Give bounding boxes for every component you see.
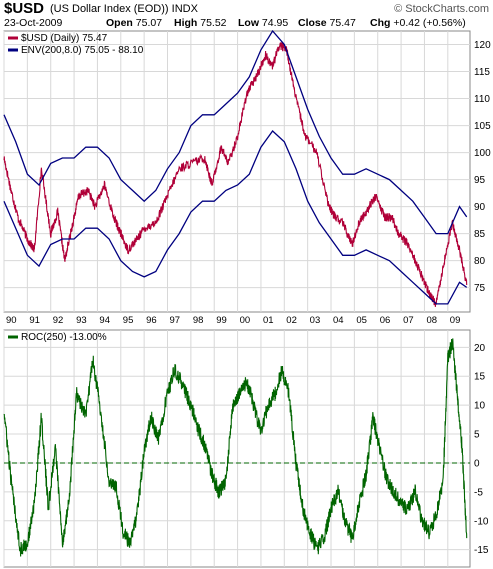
price-y-tick-label: 100	[474, 148, 491, 159]
close-quote: Close 75.47	[298, 17, 356, 29]
change-value: +0.42 (+0.56%)	[393, 17, 466, 29]
open-value: 75.07	[135, 17, 163, 29]
price-plot-frame	[3, 30, 471, 313]
quote-date: 23-Oct-2009	[4, 17, 63, 29]
roc-legend-label: ROC(250) -13.00%	[21, 332, 107, 343]
change-quote: Chg +0.42 (+0.56%)	[370, 17, 466, 29]
price-x-tick-label: 97	[170, 315, 181, 326]
low-value: 74.95	[261, 17, 289, 29]
price-x-tick-label: 05	[356, 315, 367, 326]
price-y-tick-label: 105	[474, 121, 491, 132]
price-series--usd-daily	[3, 42, 468, 307]
price-panel	[3, 30, 471, 313]
price-x-tick-label: 06	[380, 315, 391, 326]
roc-y-tick-label: -5	[474, 487, 483, 498]
price-legend-label: ENV(200,8.0) 75.05 - 88.10	[21, 45, 144, 56]
high-label: High	[174, 17, 198, 29]
roc-y-tick-label: 0	[474, 458, 480, 469]
price-y-tick-label: 120	[474, 40, 491, 51]
price-x-tick-label: 09	[450, 315, 461, 326]
price-x-tick-label: 96	[146, 315, 157, 326]
price-y-tick-label: 95	[474, 175, 486, 186]
open-label: Open	[106, 17, 133, 29]
stockcharts-watermark: © StockCharts.com	[394, 3, 489, 15]
price-x-tick-label: 93	[76, 315, 87, 326]
price-series-env-lower	[3, 130, 468, 305]
close-value: 75.47	[329, 17, 356, 29]
price-y-tick-label: 115	[474, 67, 490, 78]
price-y-tick-label: 90	[474, 202, 486, 213]
roc-y-tick-label: 15	[474, 372, 486, 383]
symbol-label: $USD	[4, 0, 45, 17]
price-x-tick-label: 02	[286, 315, 297, 326]
roc-y-tick-label: 10	[474, 401, 486, 412]
price-x-tick-label: 90	[6, 315, 17, 326]
roc-y-tick-label: 20	[474, 343, 486, 354]
price-y-tick-label: 75	[474, 283, 486, 294]
price-x-tick-label: 92	[53, 315, 64, 326]
roc-plot-frame	[3, 329, 471, 568]
price-y-tick-label: 110	[474, 94, 490, 105]
price-y-tick-label: 85	[474, 229, 486, 240]
low-quote: Low 74.95	[238, 17, 288, 29]
price-legend-label: $USD (Daily) 75.47	[21, 33, 108, 44]
price-x-tick-label: 98	[193, 315, 204, 326]
price-x-tick-label: 08	[426, 315, 437, 326]
price-series-env-upper	[3, 30, 468, 235]
price-x-tick-label: 00	[240, 315, 251, 326]
roc-y-tick-label: -10	[474, 516, 489, 527]
price-x-tick-label: 01	[263, 315, 274, 326]
roc-series-roc-250	[3, 338, 468, 557]
price-x-tick-label: 95	[123, 315, 134, 326]
instrument-name: (US Dollar Index (EOD)) INDX	[50, 3, 198, 15]
high-quote: High 75.52	[174, 17, 227, 29]
price-x-tick-label: 07	[403, 315, 414, 326]
price-x-tick-label: 03	[310, 315, 321, 326]
high-value: 75.52	[200, 17, 227, 29]
low-label: Low	[238, 17, 259, 29]
chart-header-quote-row: 23-Oct-2009 Open 75.07 High 75.52 Low 74…	[4, 17, 493, 30]
change-label: Chg	[370, 17, 391, 29]
close-label: Close	[298, 17, 327, 29]
price-x-tick-label: 04	[333, 315, 344, 326]
open-quote: Open 75.07	[106, 17, 162, 29]
price-x-tick-label: 94	[99, 315, 110, 326]
roc-y-tick-label: -15	[474, 545, 489, 556]
chart-header-title-row: $USD (US Dollar Index (EOD)) INDX © Stoc…	[4, 0, 493, 17]
price-x-tick-label: 91	[29, 315, 40, 326]
price-y-tick-label: 80	[474, 256, 486, 267]
price-x-tick-label: 99	[216, 315, 227, 326]
roc-y-tick-label: 5	[474, 430, 480, 441]
roc-panel	[3, 329, 471, 568]
